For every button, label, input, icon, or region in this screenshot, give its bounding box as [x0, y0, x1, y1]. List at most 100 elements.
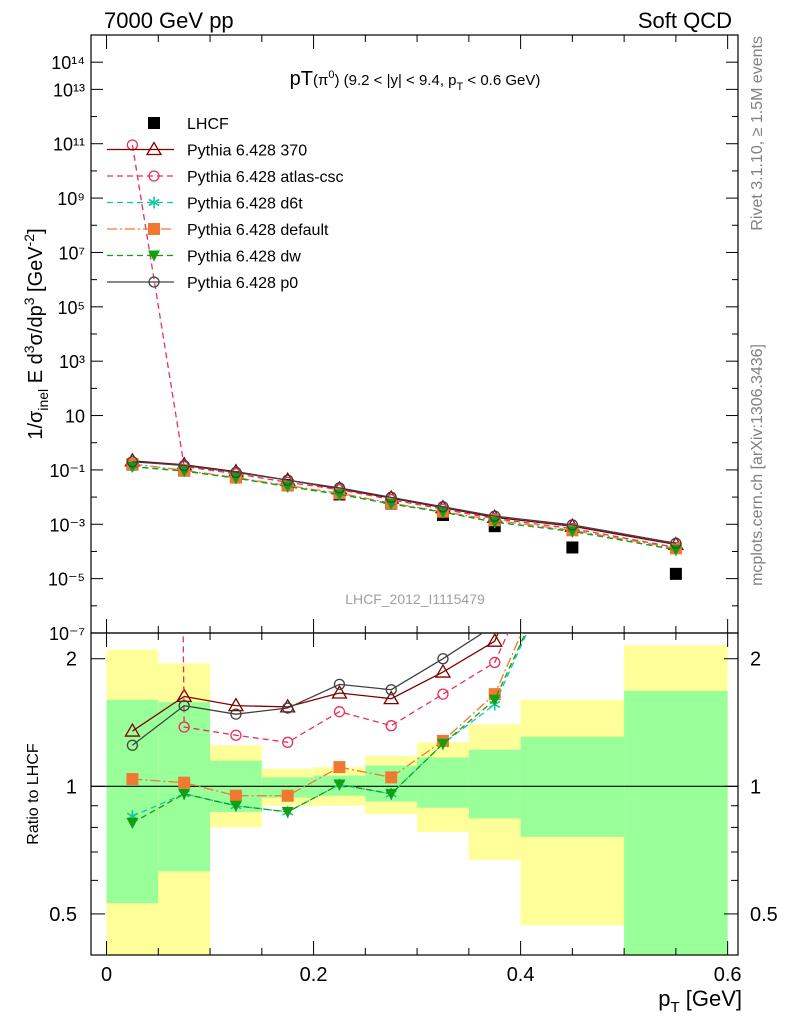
series-line [132, 466, 677, 551]
ratio-xtick-label: 0.2 [300, 964, 328, 986]
ratio-series-pythia-6-428-dw [126, 633, 527, 829]
data-point [566, 519, 579, 531]
data-point [333, 482, 346, 494]
main-ytick-label: 10¹⁴ [51, 53, 85, 73]
ratio-point [331, 684, 348, 699]
ratio-ticks: 0.5 0.5 1 1 2 2 0 0.2 0.4 0.6 [49, 633, 778, 986]
ratio-ytick-label: 1 [66, 776, 77, 798]
main-ytick-label: 10³ [59, 352, 85, 372]
ratio-xtick-label: 0 [101, 964, 112, 986]
data-point [178, 459, 190, 472]
legend-marker [148, 223, 160, 235]
ratio-point [178, 788, 191, 800]
main-ylabel: 1/σinel E d3σ/dp3 [GeV-2] [21, 228, 51, 439]
ratio-line [132, 633, 527, 824]
data-point [669, 567, 682, 580]
main-ytick-label: 10⁻¹ [49, 461, 85, 481]
ratio-point [385, 720, 397, 732]
ratio-point [230, 729, 242, 741]
ratio-ytick-label-right: 0.5 [750, 904, 778, 926]
rivet-label: Rivet 3.1.10, ≥ 1.5M events [749, 36, 766, 231]
series-line [132, 461, 677, 544]
main-ytick-label: 10⁷ [58, 243, 85, 263]
ratio-series-pythia-6-428-370 [124, 633, 503, 737]
main-ytick-label: 10⁻⁷ [49, 624, 85, 644]
legend-label: Pythia 6.428 p0 [187, 275, 298, 292]
ratio-point [126, 773, 139, 786]
ratio-series-pythia-6-428-p0 [126, 633, 484, 751]
data-point [230, 466, 242, 479]
ratio-point [178, 699, 190, 712]
main-title: pT(π0) (9.2 < |y| < 9.4, pT < 0.6 GeV) [290, 68, 541, 93]
uncertainty-band-1 [624, 690, 728, 955]
legend: LHCF Pythia 6.428 370 Pythia 6.428 atlas-c… [107, 116, 344, 292]
collision-label: 7000 GeV pp [104, 8, 234, 33]
ratio-series-pythia-6-428-default [126, 633, 523, 802]
legend-entry-lhcf: LHCF [148, 116, 229, 133]
legend-marker [148, 276, 160, 288]
legend-marker [148, 250, 160, 262]
legend-label: Pythia 6.428 370 [187, 143, 307, 160]
data-point [437, 501, 449, 513]
ratio-point [385, 684, 397, 696]
ratio-point [488, 694, 501, 706]
ratio-point [126, 739, 139, 751]
series-line [132, 460, 677, 546]
ratio-point [437, 688, 449, 700]
legend-entry-pythia-6-428-default: Pythia 6.428 default [107, 222, 329, 239]
uncertainty-band-1 [468, 749, 521, 819]
ratio-point [124, 722, 141, 737]
legend-marker [148, 117, 160, 129]
legend-entry-pythia-6-428-dw: Pythia 6.428 dw [107, 249, 301, 266]
ratio-xtick-label: 0.4 [507, 964, 535, 986]
main-ticks: 10¹⁴ 10¹³ 10¹¹ 10⁹ 10⁷ 10⁵ 10³ 10 10⁻¹ 10⁻³ 10⁻⁵ 10… [48, 34, 738, 644]
ratio-line [132, 633, 484, 746]
ratio-point [227, 697, 245, 712]
data-point [385, 491, 397, 503]
ratio-series-pythia-6-428-atlas-csc [178, 633, 509, 748]
ratio-point [333, 779, 346, 791]
ratio-xtick-label: 0.6 [714, 964, 742, 986]
uncertainty-band-1 [261, 777, 314, 798]
ratio-series [124, 633, 528, 829]
ratio-point [489, 656, 501, 669]
ratio-line [132, 633, 499, 732]
ratio-point [437, 653, 449, 665]
ratio-plot-frame [90, 632, 739, 956]
ratio-ytick-label: 0.5 [49, 904, 77, 926]
legend-label: Pythia 6.428 atlas-csc [187, 169, 344, 186]
ratio-point [333, 706, 346, 718]
data-point [282, 474, 294, 486]
legend-entry-pythia-6-428-d6t: Pythia 6.428 d6t [107, 196, 303, 213]
ratio-point [486, 633, 503, 647]
mcplots-label: mcplots.cern.ch [arXiv:1306.3436] [749, 344, 766, 586]
process-label: Soft QCD [638, 8, 732, 33]
ratio-point [281, 789, 294, 802]
ratio-ytick-label-right: 1 [750, 776, 761, 798]
series-line [131, 144, 677, 549]
series-line [132, 463, 676, 549]
ratio-point [333, 761, 346, 774]
main-ytick-label: 10 [65, 407, 85, 427]
main-series [124, 139, 685, 580]
ratio-point [229, 800, 242, 812]
ratio-point [383, 690, 400, 705]
data-point [436, 507, 449, 519]
uncertainty-band-1 [417, 757, 469, 808]
ratio-series-clip [124, 633, 528, 829]
main-ytick-label: 10⁻³ [49, 515, 85, 535]
ratio-point [229, 789, 242, 802]
x-axis-label: pT [GeV] [658, 986, 742, 1016]
legend-entry-pythia-6-428-370: Pythia 6.428 370 [107, 141, 307, 160]
ratio-panel: 0.5 0.5 1 1 2 2 0 0.2 0.4 0.6 Ratio to LHCF pT [G… [25, 632, 778, 1016]
ratio-point [178, 721, 190, 733]
main-plot-frame [90, 34, 739, 634]
ratio-point [178, 776, 191, 789]
data-point [566, 541, 579, 554]
ratio-ylabel: Ratio to LHCF [25, 743, 42, 845]
ratio-line [132, 633, 523, 797]
ratio-point [436, 738, 449, 750]
legend-label: Pythia 6.428 dw [187, 249, 301, 266]
ratio-line [182, 633, 509, 744]
